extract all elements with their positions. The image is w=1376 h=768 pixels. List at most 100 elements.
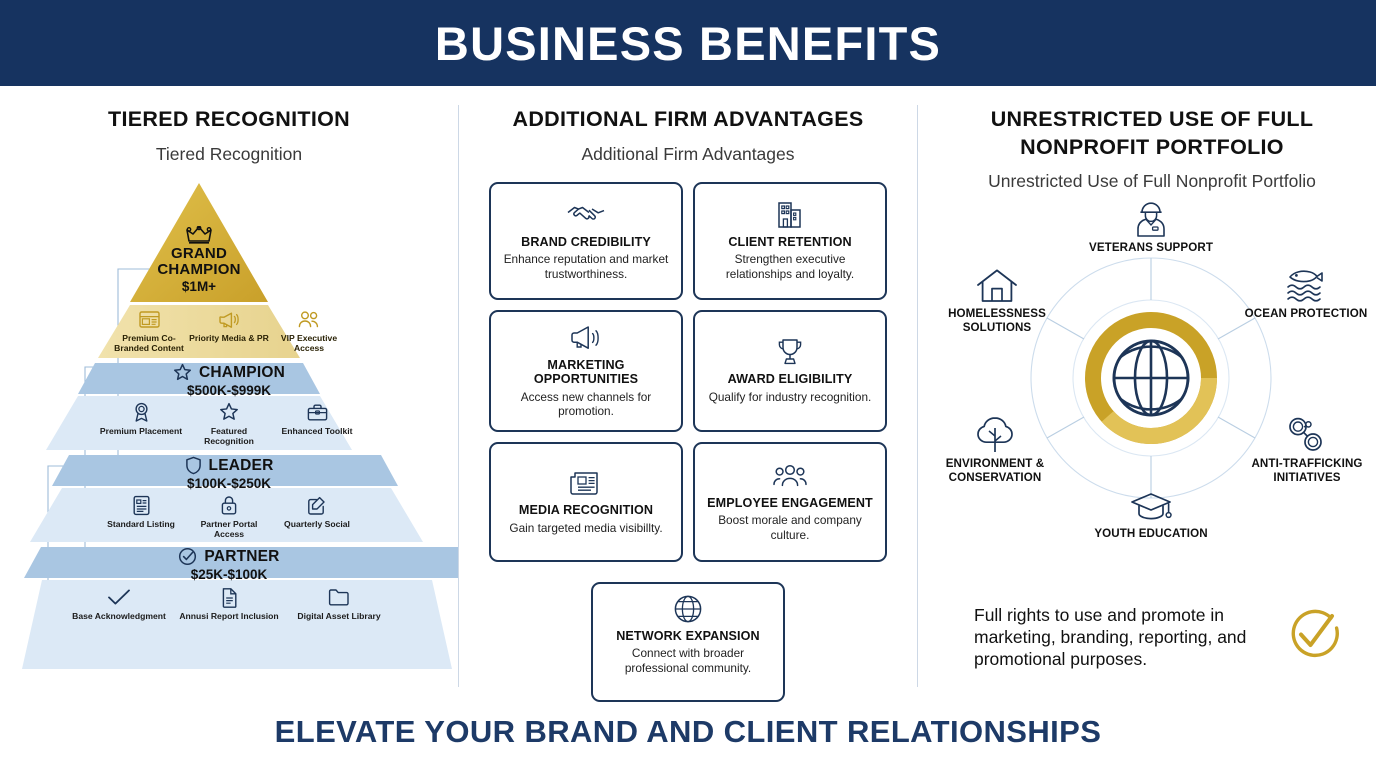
handshake-icon [566, 200, 606, 230]
perk-label: Standard Listing [107, 519, 175, 529]
hub-node-anti-trafficking[interactable]: ANTI-TRAFFICKING INITIATIVES [1232, 414, 1376, 484]
perk-label: Base Acknowledgment [72, 611, 166, 621]
perk-label: Annusi Report Inclusion [179, 611, 279, 621]
perk-item: Digital Asset Library [284, 586, 394, 621]
tier-shape-partner [24, 547, 458, 578]
advantage-card[interactable]: MARKETING OPPORTUNITIES Access new chann… [489, 310, 683, 432]
card-title: CLIENT RETENTION [728, 234, 852, 249]
tier-shape-champion [78, 363, 320, 394]
perk-label: Premium Co-Branded Content [114, 333, 184, 354]
hub-node-label: ANTI-TRAFFICKING INITIATIVES [1251, 457, 1363, 484]
trophy-icon [776, 337, 804, 367]
perk-item: VIP Executive Access [269, 308, 349, 354]
card-title: MARKETING OPPORTUNITIES [533, 357, 639, 387]
hub-node-label: HOMELESSNESS SOLUTIONS [948, 307, 1046, 334]
perk-row-grand-champion: Premium Co-Branded Content Priority Medi… [109, 308, 349, 354]
people-pair-icon [269, 308, 349, 330]
perk-label: Partner Portal Access [200, 519, 258, 540]
perk-item: Annusi Report Inclusion [174, 586, 284, 621]
hub-node-label: YOUTH EDUCATION [1094, 527, 1208, 540]
column-nonprofit-portfolio: UNRESTRICTED USE OF FULL NONPROFIT PORTF… [918, 86, 1376, 696]
perk-item: Partner Portal Access [185, 494, 273, 540]
column-heading-2: ADDITIONAL FIRM ADVANTAGES [512, 107, 864, 131]
hub-connectors [1030, 257, 1272, 499]
lock-icon [185, 494, 273, 516]
tree-icon [920, 414, 1070, 454]
advantage-card[interactable]: EMPLOYEE ENGAGEMENT Boost morale and com… [693, 442, 887, 562]
card-desc: Enhance reputation and market trustworth… [503, 252, 669, 281]
advantage-card[interactable]: AWARD ELIGIBILITY Qualify for industry r… [693, 310, 887, 432]
hub-node-ocean-protection[interactable]: OCEAN PROTECTION [1238, 264, 1374, 321]
soldier-icon [1076, 198, 1226, 238]
card-title: NETWORK EXPANSION [616, 629, 760, 643]
perk-row-leader: Standard Listing Partner Portal Access Q… [84, 494, 374, 540]
newspaper-icon [569, 468, 603, 498]
perk-row-partner: Base Acknowledgment Annusi Report Inclus… [64, 586, 394, 621]
advantage-card[interactable]: CLIENT RETENTION Strengthen executive re… [693, 182, 887, 300]
perk-item: Premium Co-Branded Content [109, 308, 189, 354]
rights-statement: Full rights to use and promote in market… [974, 604, 1374, 670]
column-divider-1 [458, 105, 459, 687]
buildings-icon [775, 200, 805, 230]
column-subheading-2: Additional Firm Advantages [581, 143, 795, 164]
people-group-icon [772, 461, 808, 491]
megaphone-icon [569, 323, 603, 353]
hub-node-homelessness-solutions[interactable]: HOMELESSNESS SOLUTIONS [926, 264, 1068, 334]
tier-perks-champion [46, 396, 352, 450]
pencil-square-icon [273, 494, 361, 516]
award-ribbon-icon [97, 401, 185, 423]
tier-perks-partner [22, 580, 452, 669]
page-footer: ELEVATE YOUR BRAND AND CLIENT RELATIONSH… [0, 696, 1376, 768]
perk-label: VIP Executive Access [280, 333, 338, 354]
megaphone-icon [189, 308, 269, 330]
card-desc: Gain targeted media visibillty. [509, 520, 663, 535]
perk-item: Enhanced Toolkit [273, 401, 361, 447]
perk-row-champion: Premium Placement Featured Recognition E… [96, 401, 362, 447]
handcuffs-icon [1232, 414, 1376, 454]
graduation-cap-icon [1076, 484, 1226, 524]
page-header: BUSINESS BENEFITS [0, 0, 1376, 86]
fish-waves-icon [1238, 264, 1374, 304]
star-icon [185, 401, 273, 423]
card-title: EMPLOYEE ENGAGEMENT [707, 495, 873, 510]
perk-item: Standard Listing [97, 494, 185, 540]
hub-node-label: ENVIRONMENT & CONSERVATION [945, 457, 1045, 484]
briefcase-icon [273, 401, 361, 423]
perk-label: Enhanced Toolkit [281, 426, 353, 436]
column-subheading-3: Unrestricted Use of Full Nonprofit Portf… [988, 171, 1316, 192]
column-heading-1: TIERED RECOGNITION [108, 107, 350, 131]
card-desc: Strengthen executive relationships and l… [725, 252, 855, 281]
tier-pyramid: GRAND CHAMPION $1M+ Premium Co-Branded C… [0, 86, 458, 696]
advantage-card-grid: BRAND CREDIBILITY Enhance reputation and… [489, 182, 887, 702]
browser-window-icon [109, 308, 189, 330]
advantage-card[interactable]: BRAND CREDIBILITY Enhance reputation and… [489, 182, 683, 300]
card-desc: Access new channels for promotion. [520, 389, 652, 418]
column-heading-3: UNRESTRICTED USE OF FULL NONPROFIT PORTF… [990, 107, 1314, 159]
hub-node-youth-education[interactable]: YOUTH EDUCATION [1076, 484, 1226, 541]
card-title: MEDIA RECOGNITION [518, 503, 654, 518]
column-divider-2 [917, 105, 918, 687]
hub-node-veterans-support[interactable]: VETERANS SUPPORT [1076, 198, 1226, 255]
footer-title: ELEVATE YOUR BRAND AND CLIENT RELATIONSH… [274, 714, 1102, 749]
perk-label: Priority Media & PR [189, 333, 269, 343]
perk-label: Digital Asset Library [297, 611, 381, 621]
hub-node-label: VETERANS SUPPORT [1089, 241, 1213, 254]
perk-item: Premium Placement [97, 401, 185, 447]
advantage-card[interactable]: NETWORK EXPANSION Connect with broader p… [591, 582, 785, 702]
card-title: BRAND CREDIBILITY [521, 234, 651, 249]
perk-item: Featured Recognition [185, 401, 273, 447]
hub-node-environment-conservation[interactable]: ENVIRONMENT & CONSERVATION [920, 414, 1070, 484]
pyramid-shapes [22, 183, 458, 669]
card-desc: Boost morale and company culture. [718, 513, 862, 542]
perk-item: Base Acknowledgment [64, 586, 174, 621]
document-icon [174, 586, 284, 608]
card-desc: Connect with broader professional commun… [624, 646, 752, 675]
card-desc: Qualify for industry recognition. [708, 389, 872, 404]
tier-shape-leader [52, 455, 398, 486]
advantage-card[interactable]: MEDIA RECOGNITION Gain targeted media vi… [489, 442, 683, 562]
portfolio-hub-diagram: VETERANS SUPPORT OCEAN PROTECTION ANTI-T… [926, 196, 1376, 596]
perk-label: Featured Recognition [204, 426, 254, 447]
card-title: AWARD ELIGIBILITY [727, 372, 853, 387]
tier-perks-leader [30, 488, 423, 542]
content-board: TIERED RECOGNITION Tiered Recognition [0, 86, 1376, 702]
